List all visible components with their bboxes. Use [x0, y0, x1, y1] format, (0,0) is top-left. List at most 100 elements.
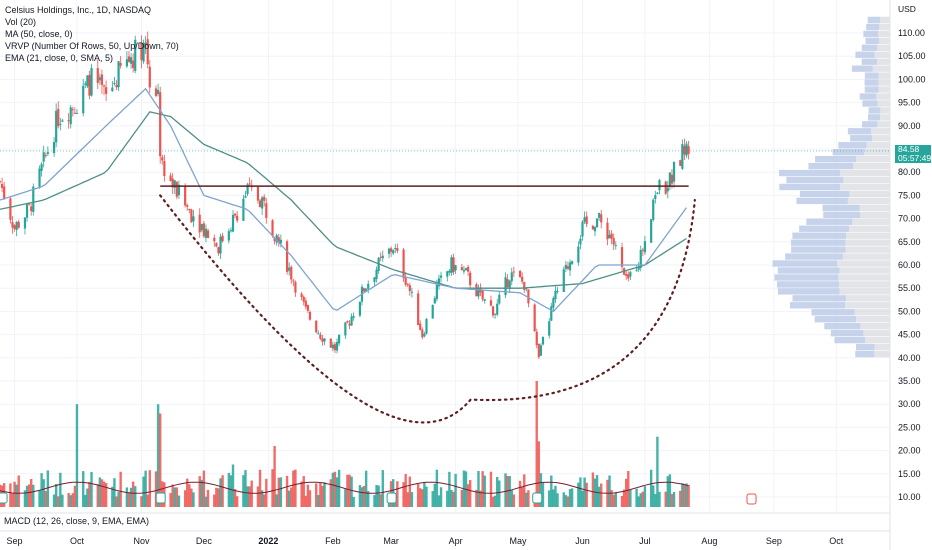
time-axis[interactable]: Sep Oct Nov Dec 2022 Feb Mar Apr May Jun Jul Aug Sep…	[7, 536, 844, 546]
candle-body	[256, 186, 260, 201]
candle-body	[275, 235, 278, 243]
vrvp-up-row	[791, 246, 846, 253]
volume-bar	[329, 479, 332, 507]
legend-vrvp[interactable]: VRVP (Number Of Rows, 50, Up/Down, 70)	[5, 41, 179, 51]
vrvp-down-row	[837, 274, 890, 281]
volume-bar	[489, 471, 493, 507]
vrvp-down-row	[842, 253, 890, 260]
vrvp-up-row	[855, 51, 875, 58]
vrvp-down-row	[846, 232, 890, 239]
candle-body	[202, 223, 205, 237]
candle-body	[319, 334, 322, 339]
vrvp-down-row	[877, 121, 890, 128]
candle-body	[271, 220, 274, 236]
candle-body	[129, 57, 133, 64]
candle-body	[13, 225, 16, 229]
volume-bar	[652, 485, 655, 507]
volume-bar	[396, 481, 399, 507]
vrvp-down-row	[866, 142, 890, 149]
candle-body	[535, 331, 538, 346]
volume-bar	[556, 493, 559, 507]
price-tick-label: 25.00	[898, 422, 921, 432]
legend-ema[interactable]: EMA (21, close, 0, SMA, 5)	[5, 53, 114, 63]
volume-bar	[452, 491, 455, 507]
volume-bar	[537, 441, 541, 507]
candle-body	[568, 262, 572, 271]
candle-body	[173, 180, 176, 188]
vrvp-up-row	[779, 169, 841, 177]
volume-bar	[271, 469, 274, 507]
volume-bar	[364, 470, 368, 507]
candle-body	[583, 217, 586, 222]
candle-body	[525, 288, 528, 290]
candle-body	[142, 43, 145, 62]
event-badges[interactable]	[0, 492, 757, 505]
legend-ma[interactable]: MA (50, close, 0)	[5, 29, 73, 39]
volume-bar	[416, 483, 420, 507]
volume-bar	[506, 475, 509, 507]
volume-bar	[402, 482, 405, 507]
vrvp-up-row	[792, 295, 847, 302]
candle-body	[508, 280, 511, 289]
vrvp-down-row	[877, 100, 890, 107]
candle-body	[82, 85, 85, 114]
candle-body	[477, 288, 480, 297]
volume-bar	[525, 492, 528, 507]
volume-bar	[277, 477, 280, 507]
vrvp-up-row	[789, 302, 845, 309]
candle-body	[375, 269, 378, 279]
candle-body	[294, 282, 297, 293]
candle-body	[217, 247, 220, 254]
candle-body	[627, 274, 630, 279]
vrvp-up-row	[776, 281, 840, 288]
vrvp-down-row	[859, 211, 890, 218]
volume-bar	[333, 471, 337, 507]
price-axis[interactable]: 10.00 15.00 20.00 25.00 30.00 35.00 40.00 45.00…	[898, 28, 926, 502]
price-tick-label: 30.00	[898, 399, 921, 409]
volume-bar	[591, 472, 595, 507]
volume-bar	[410, 492, 414, 507]
candle-body	[483, 299, 486, 301]
candle-body	[25, 204, 29, 218]
volume-bar	[666, 476, 670, 507]
volume-bar	[554, 485, 557, 507]
volume-bar	[423, 481, 426, 507]
candle-body	[469, 272, 472, 286]
candle-body	[417, 293, 420, 326]
candle-body	[460, 267, 463, 270]
candle-body	[404, 276, 407, 285]
candle-body	[379, 256, 382, 258]
volume-bar	[119, 471, 122, 507]
candle-body	[42, 152, 45, 162]
volume-bar	[15, 484, 18, 507]
volume-bar	[331, 472, 335, 507]
volume-bar	[523, 474, 526, 507]
volume-bar	[73, 485, 77, 507]
candle-body	[450, 257, 453, 273]
volume-bar	[446, 490, 449, 507]
legend-title[interactable]: Celsius Holdings, Inc., 1D, NASDAQ	[5, 5, 152, 15]
candle-body	[227, 231, 230, 241]
volume-bar	[258, 469, 262, 507]
volume-bar	[593, 478, 597, 507]
volume-bar	[595, 475, 599, 507]
candle-body	[75, 112, 79, 114]
volume-bar	[287, 490, 291, 507]
candle-body	[612, 238, 615, 245]
legend-volume[interactable]: Vol (20)	[5, 17, 37, 27]
candle-body	[96, 68, 99, 83]
volume-bar	[198, 476, 201, 507]
vrvp-up-row	[864, 79, 879, 86]
candle-body	[539, 345, 542, 356]
macd-legend[interactable]: MACD (12, 26, close, 9, EMA, EMA)	[4, 516, 150, 526]
candle-body	[362, 288, 366, 292]
candle-body	[629, 271, 632, 277]
price-tick-label: 65.00	[898, 237, 921, 247]
time-tick-label: Dec	[196, 536, 213, 546]
volume-bar	[125, 487, 129, 507]
candle-body	[102, 85, 106, 87]
candle-body	[348, 323, 351, 326]
candle-body	[346, 321, 349, 323]
candle-body	[231, 214, 235, 232]
